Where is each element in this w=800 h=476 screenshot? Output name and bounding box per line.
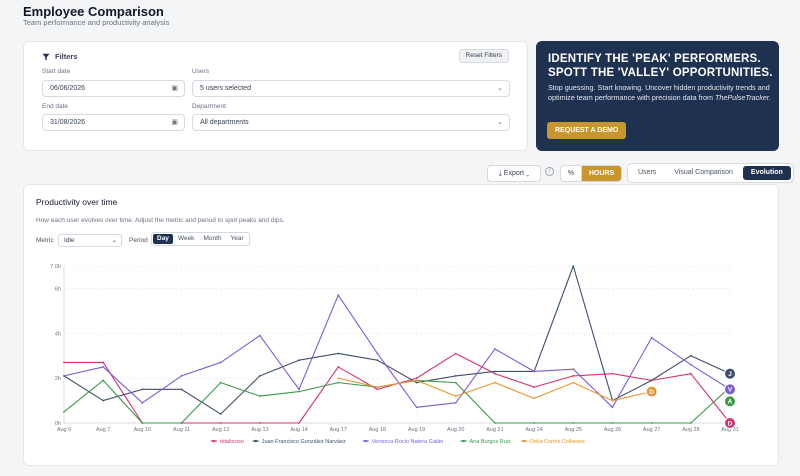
unit-percent-button[interactable]: % xyxy=(561,166,582,181)
filters-header: Filters xyxy=(42,52,78,61)
start-date-value: 06/06/2026 xyxy=(50,85,86,92)
chart-description: How each user evolves over time. Adjust … xyxy=(36,217,285,224)
download-icon: ⤓ xyxy=(498,170,502,177)
filter-icon xyxy=(42,53,50,60)
metric-value: Idle xyxy=(64,237,75,244)
filters-card: Filters Reset Filters Start date 06/06/2… xyxy=(23,41,528,151)
period-month[interactable]: Month xyxy=(203,235,222,242)
unit-toggle: % HOURS xyxy=(560,165,622,182)
department-select[interactable]: All departments ⌄ xyxy=(192,114,510,131)
tab-visual-comparison[interactable]: Visual Comparison xyxy=(674,169,733,176)
end-date-input[interactable]: 31/08/2026 ▣ xyxy=(42,114,185,131)
metric-select[interactable]: Idle ⌄ xyxy=(58,234,122,247)
department-label: Department xyxy=(192,103,226,110)
start-date-label: Start date xyxy=(42,68,71,75)
page-title: Employee Comparison xyxy=(23,4,164,19)
reset-filters-button[interactable]: Reset Filters xyxy=(458,49,509,63)
users-label: Users xyxy=(192,68,209,75)
promo-headline-line-1: IDENTIFY THE 'PEAK' PERFORMERS. xyxy=(548,53,761,65)
filters-title: Filters xyxy=(55,52,78,61)
promo-headline-line-2: SPOTT THE 'VALLEY' OPPORTUNITIES. xyxy=(548,67,773,79)
promo-headline: IDENTIFY THE 'PEAK' PERFORMERS. SPOTT TH… xyxy=(548,52,778,80)
end-date-value: 31/08/2026 xyxy=(50,119,86,126)
export-label: Export xyxy=(503,170,525,177)
start-date-input[interactable]: 06/06/2026 ▣ xyxy=(42,80,185,97)
chevron-down-icon: ⌄ xyxy=(111,237,117,244)
calendar-icon: ▣ xyxy=(171,85,178,92)
period-tabs: Day Week Month Year xyxy=(151,232,250,246)
chevron-down-icon: ⌄ xyxy=(497,119,503,126)
promo-brand: ThePulseTracker. xyxy=(714,92,771,102)
department-value: All departments xyxy=(200,119,249,126)
unit-hours-button[interactable]: HOURS xyxy=(582,166,621,181)
users-select[interactable]: 5 users selected ⌄ xyxy=(192,80,510,97)
end-date-label: End date xyxy=(42,103,69,110)
metric-label: Metric xyxy=(36,237,54,244)
period-week[interactable]: Week xyxy=(177,235,195,242)
view-tabs: Users Visual Comparison Evolution xyxy=(627,163,794,183)
period-day[interactable]: Day xyxy=(153,234,173,244)
promo-body: Stop guessing. Start knowing. Uncover hi… xyxy=(548,83,773,102)
chart-card: Productivity over time How each user evo… xyxy=(23,184,779,466)
promo-body-text: Stop guessing. Start knowing. Uncover hi… xyxy=(548,83,770,102)
chevron-down-icon: ⌄ xyxy=(525,170,530,177)
users-value: 5 users selected xyxy=(200,85,251,92)
request-demo-button[interactable]: REQUEST A DEMO xyxy=(547,122,627,139)
page-subtitle: Team performance and productivity analys… xyxy=(23,18,170,27)
period-label: Period xyxy=(129,237,148,244)
tab-evolution[interactable]: Evolution xyxy=(742,166,791,180)
chevron-down-icon: ⌄ xyxy=(497,85,503,92)
chart-title: Productivity over time xyxy=(36,197,118,207)
tab-users[interactable]: Users xyxy=(638,169,657,176)
calendar-icon: ▣ xyxy=(171,119,178,126)
info-icon[interactable]: i xyxy=(545,167,554,176)
promo-banner: IDENTIFY THE 'PEAK' PERFORMERS. SPOTT TH… xyxy=(536,41,779,151)
export-button[interactable]: ⤓ Export ⌄ xyxy=(487,165,541,182)
period-year[interactable]: Year xyxy=(230,235,244,242)
